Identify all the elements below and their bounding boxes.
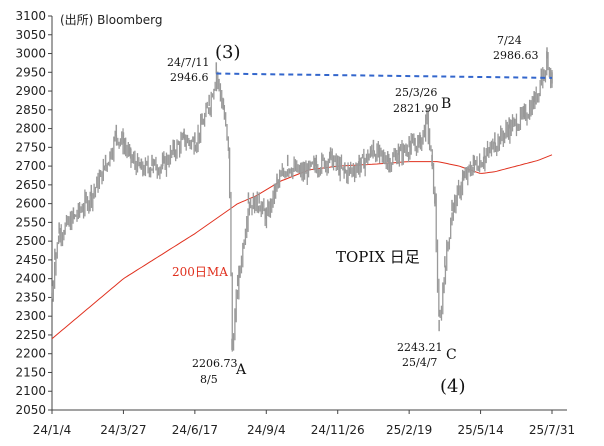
y-tick-label: 2850	[15, 103, 46, 117]
low-c-label: C	[446, 347, 457, 363]
x-tick-label: 24/1/4	[33, 423, 72, 437]
y-tick-label: 2450	[15, 253, 46, 267]
peak-b-date: 25/3/26	[395, 86, 437, 99]
peak1-value: 2946.6	[170, 71, 209, 84]
y-tick-label: 2750	[15, 140, 46, 154]
low-a-value: 2206.73	[192, 357, 238, 370]
y-tick-label: 2900	[15, 84, 46, 98]
peak2-value: 2986.63	[493, 49, 539, 62]
y-tick-label: 2550	[15, 215, 46, 229]
x-tick-label: 25/2/19	[386, 423, 432, 437]
y-tick-label: 2500	[15, 234, 46, 248]
x-axis: 24/1/4 24/3/27 24/6/17 24/9/4 24/11/26 25/2/1…	[33, 409, 575, 437]
y-tick-label: 2650	[15, 178, 46, 192]
x-tick-label: 24/9/4	[247, 423, 286, 437]
chart-title-label: TOPIX 日足	[336, 248, 420, 266]
y-tick-label: 2300	[15, 309, 46, 323]
price-series	[51, 47, 553, 352]
y-tick-label: 2700	[15, 159, 46, 173]
y-tick-label: 2100	[15, 384, 46, 398]
x-tick-label: 24/3/27	[100, 423, 146, 437]
x-tick-label: 24/11/26	[311, 423, 365, 437]
resistance-dashed-line	[216, 72, 553, 79]
x-tick-label: 25/5/14	[457, 423, 503, 437]
ma200-label: 200日MA	[172, 265, 228, 279]
y-tick-label: 2400	[15, 272, 46, 286]
source-label: (出所) Bloomberg	[60, 13, 162, 27]
low-a-label: A	[235, 362, 247, 378]
wave4-label: (4)	[440, 376, 466, 397]
wave3-label: (3)	[215, 42, 241, 63]
peak-b-label: B	[441, 96, 451, 112]
low-c-value: 2243.21	[397, 341, 443, 354]
x-tick-label: 24/6/17	[172, 423, 218, 437]
ma200-line	[51, 154, 553, 340]
y-tick-label: 3050	[15, 28, 46, 42]
x-tick-label: 25/7/31	[529, 423, 575, 437]
peak2-date: 7/24	[497, 34, 522, 47]
y-tick-label: 3100	[15, 9, 46, 23]
y-tick-label: 2950	[15, 65, 46, 79]
y-tick-label: 2250	[15, 328, 46, 342]
y-tick-label: 2050	[15, 403, 46, 417]
y-tick-label: 2350	[15, 290, 46, 304]
y-tick-label: 2600	[15, 197, 46, 211]
y-tick-label: 2800	[15, 122, 46, 136]
y-tick-label: 3000	[15, 47, 46, 61]
y-axis: 2050 2100 2150 2200 2250 2300 2350 2400 2450 2500…	[15, 9, 53, 417]
y-tick-label: 2150	[15, 365, 46, 379]
y-tick-label: 2200	[15, 347, 46, 361]
peak-b-value: 2821.90	[393, 102, 439, 115]
peak1-date: 24/7/11	[167, 56, 209, 69]
low-a-date: 8/5	[200, 373, 218, 386]
low-c-date: 25/4/7	[402, 356, 437, 369]
